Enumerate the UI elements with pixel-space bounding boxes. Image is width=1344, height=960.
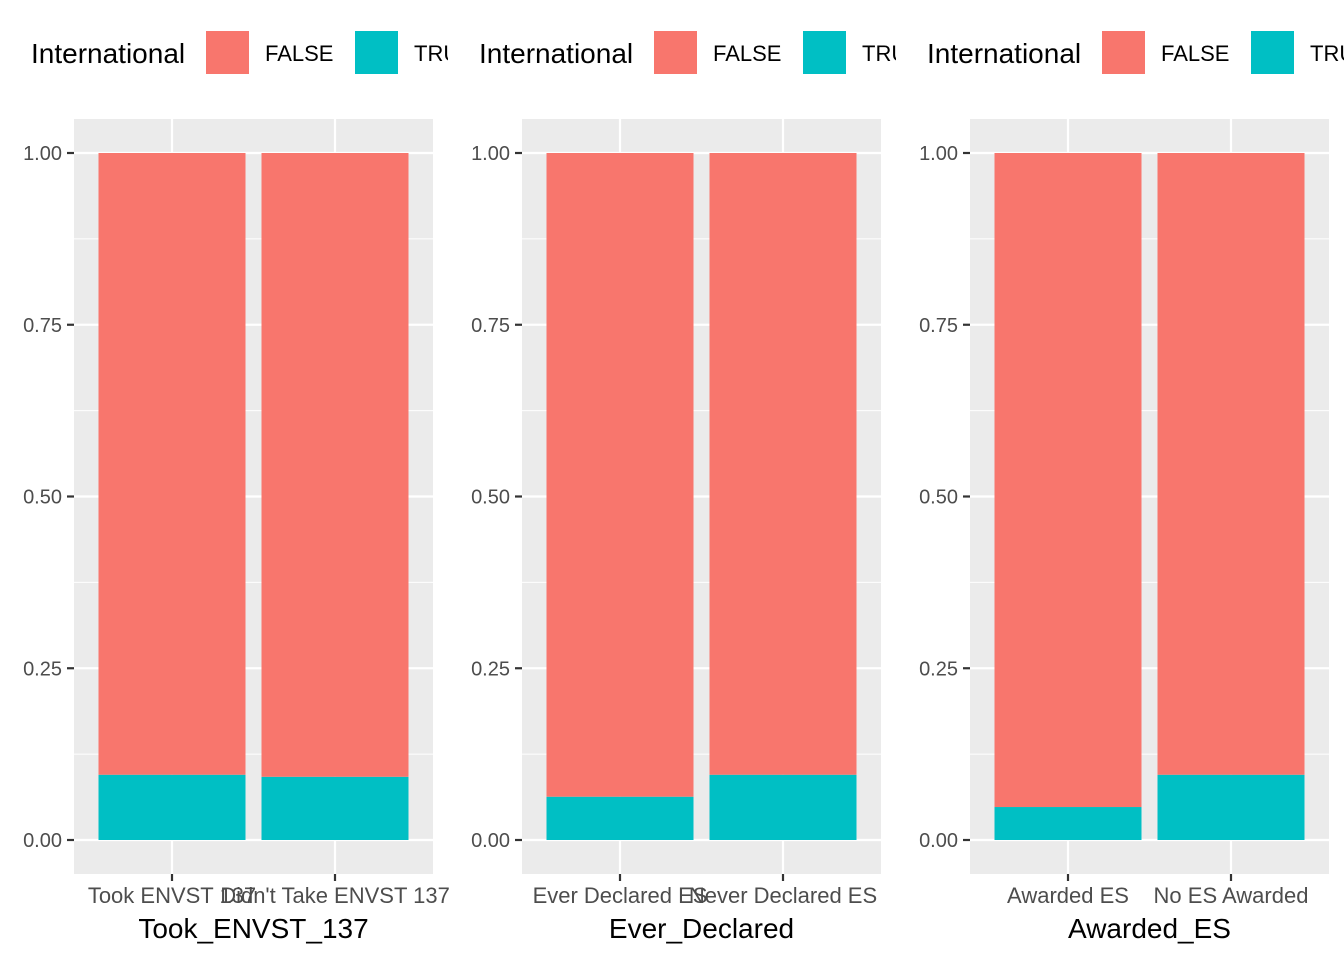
panel-1: International FALSE TRUE 0.00 0.25 0.50 0.75 1.… [23, 31, 474, 944]
legend-title: International [927, 38, 1081, 69]
y-tick-label: 0.75 [471, 315, 510, 337]
bar-took-envst-137-false [98, 153, 246, 775]
y-tick-label: 0.75 [23, 315, 62, 337]
x-tick-label: Ever Declared ES [533, 883, 708, 908]
legend: International FALSE TRUE [479, 31, 922, 74]
x-tick-label: Awarded ES [1007, 883, 1129, 908]
legend-label-true: TRUE [414, 41, 474, 66]
bar-ever-declared-es-true [546, 796, 694, 840]
y-tick-label: 0.50 [471, 487, 510, 509]
x-axis-title: Awarded_ES [1068, 913, 1231, 944]
legend-label-true: TRUE [862, 41, 922, 66]
y-tick-label: 0.25 [471, 658, 510, 680]
panel-2: International FALSE TRUE 0.00 0.25 0.50 0.75 1.… [471, 31, 922, 944]
legend-title: International [479, 38, 633, 69]
legend-label-false: FALSE [1161, 41, 1229, 66]
bar-awarded-es-true [994, 807, 1142, 840]
x-axis-title: Ever_Declared [609, 913, 794, 944]
x-tick-label: Didn't Take ENVST 137 [220, 883, 450, 908]
y-tick-label: 1.00 [471, 143, 510, 165]
x-tick-label: Never Declared ES [689, 883, 877, 908]
bar-didn-t-take-envst-137-false [261, 153, 409, 777]
y-tick-label: 0.50 [23, 487, 62, 509]
legend-key-false [206, 31, 249, 74]
y-tick-label: 0.00 [471, 830, 510, 852]
legend-label-true: TRUE [1310, 41, 1344, 66]
legend-key-false [654, 31, 697, 74]
bar-took-envst-137-true [98, 774, 246, 840]
legend-key-true [1251, 31, 1294, 74]
legend-key-true [803, 31, 846, 74]
bar-no-es-awarded-true [1157, 774, 1305, 840]
bar-awarded-es-false [994, 153, 1142, 808]
y-tick-label: 0.75 [919, 315, 958, 337]
bar-didn-t-take-envst-137-true [261, 776, 409, 840]
y-tick-label: 0.00 [23, 830, 62, 852]
y-tick-label: 0.50 [919, 487, 958, 509]
y-tick-label: 1.00 [919, 143, 958, 165]
x-axis-title: Took_ENVST_137 [138, 913, 368, 944]
y-tick-label: 0.25 [919, 658, 958, 680]
legend-label-false: FALSE [265, 41, 333, 66]
panel-3: International FALSE TRUE 0.00 0.25 0.50 0.75 1.… [919, 31, 1344, 944]
y-tick-label: 0.25 [23, 658, 62, 680]
legend-label-false: FALSE [713, 41, 781, 66]
y-tick-label: 1.00 [23, 143, 62, 165]
legend: International FALSE TRUE [31, 31, 474, 74]
legend-key-false [1102, 31, 1145, 74]
bar-never-declared-es-true [709, 774, 857, 840]
legend: International FALSE TRUE [927, 31, 1344, 74]
y-tick-label: 0.00 [919, 830, 958, 852]
legend-title: International [31, 38, 185, 69]
x-tick-label: No ES Awarded [1154, 883, 1309, 908]
bar-never-declared-es-false [709, 153, 857, 775]
legend-key-true [355, 31, 398, 74]
bar-ever-declared-es-false [546, 153, 694, 797]
bar-no-es-awarded-false [1157, 153, 1305, 775]
x-tick-label: Took ENVST 137 [88, 883, 256, 908]
